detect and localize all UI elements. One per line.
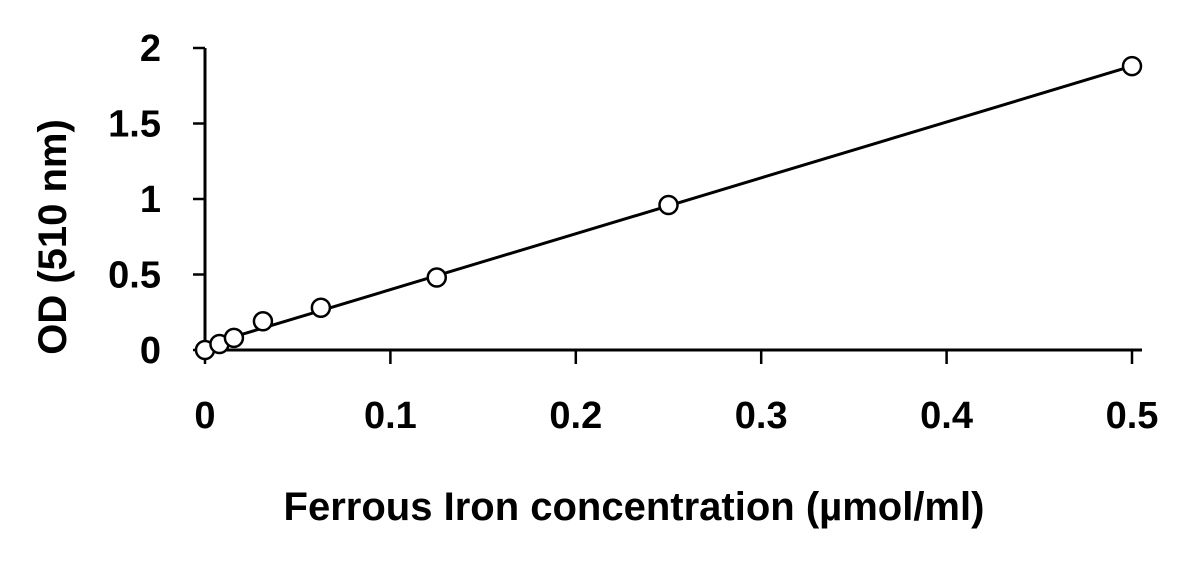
y-tick-label: 0.5 bbox=[108, 255, 161, 297]
y-axis-title: OD (510 nm) bbox=[31, 119, 75, 355]
tick-labels: 0 0.1 0.2 0.3 0.4 0.5 0 0.5 1 1.5 2 bbox=[108, 28, 1158, 437]
x-tick-label: 0.2 bbox=[549, 395, 602, 437]
x-tick-label: 0.4 bbox=[920, 395, 973, 437]
x-tick-label: 0 bbox=[194, 395, 215, 437]
y-tick-label: 2 bbox=[140, 28, 161, 70]
data-point bbox=[1121, 55, 1143, 77]
data-point bbox=[310, 297, 332, 318]
y-tick-label: 0 bbox=[140, 330, 161, 372]
x-tick-label: 0.1 bbox=[364, 395, 417, 437]
y-tick-label: 1 bbox=[140, 179, 161, 221]
data-point bbox=[426, 267, 447, 288]
y-tick-label: 1.5 bbox=[108, 104, 161, 146]
data-points bbox=[194, 55, 1143, 361]
x-tick-label: 0.5 bbox=[1106, 395, 1159, 437]
data-point bbox=[223, 327, 245, 349]
x-tick-label: 0.3 bbox=[735, 395, 788, 437]
data-point bbox=[252, 311, 274, 332]
x-axis-title: Ferrous Iron concentration (µmol/ml) bbox=[284, 485, 985, 529]
data-point bbox=[658, 194, 679, 216]
